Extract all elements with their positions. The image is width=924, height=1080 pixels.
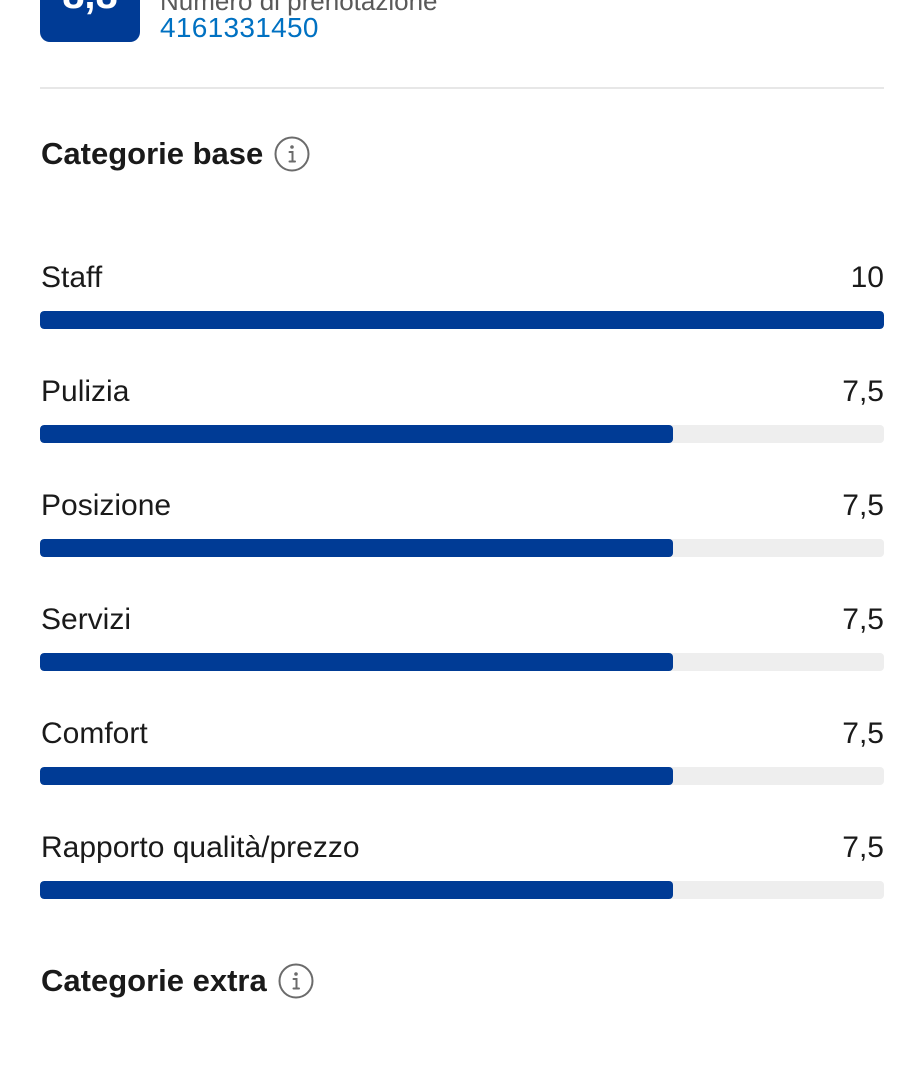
rating-bar (40, 311, 884, 329)
rating-value: 7,5 (842, 831, 884, 864)
rating-value: 10 (850, 261, 884, 294)
section-title-base-text: Categorie base (41, 136, 264, 171)
booking-number[interactable]: 4161331450 (160, 12, 319, 43)
booking-number-label: Numero di prenotazione (160, 0, 438, 16)
rating-bar-fill (40, 311, 884, 329)
rating-bar (40, 767, 884, 785)
rating-bar-fill (40, 425, 673, 443)
rating-row-rapporto-qualita-prezzo: Rapporto qualità/prezzo 7,5 (40, 830, 884, 920)
section-title-extra: Categorie extra (41, 963, 314, 999)
rating-label: Pulizia (41, 375, 130, 408)
info-icon[interactable] (274, 136, 310, 172)
rating-row-pulizia: Pulizia 7,5 (40, 374, 884, 464)
rating-value: 7,5 (842, 717, 884, 750)
rating-bar (40, 653, 884, 671)
rating-bar-fill (40, 539, 673, 557)
rating-label: Servizi (41, 603, 132, 636)
rating-bar (40, 425, 884, 443)
rating-bar-fill (40, 767, 673, 785)
rating-bar (40, 881, 884, 899)
rating-value: 7,5 (842, 375, 884, 408)
score-badge: 8,8 (40, 0, 140, 42)
rating-label: Staff (41, 261, 103, 294)
rating-label: Comfort (41, 717, 148, 750)
rating-label: Rapporto qualità/prezzo (41, 831, 360, 864)
rating-row-staff: Staff 10 (40, 260, 884, 350)
info-icon[interactable] (278, 963, 314, 999)
rating-bar (40, 539, 884, 557)
rating-bar-fill (40, 653, 673, 671)
divider (40, 87, 884, 89)
rating-row-posizione: Posizione 7,5 (40, 488, 884, 578)
section-title-base: Categorie base (41, 136, 310, 172)
rating-value: 7,5 (842, 489, 884, 522)
section-title-extra-text: Categorie extra (41, 963, 267, 998)
rating-row-servizi: Servizi 7,5 (40, 602, 884, 692)
rating-row-comfort: Comfort 7,5 (40, 716, 884, 806)
rating-label: Posizione (41, 489, 172, 522)
rating-value: 7,5 (842, 603, 884, 636)
rating-bar-fill (40, 881, 673, 899)
score-value: 8,8 (62, 0, 118, 18)
